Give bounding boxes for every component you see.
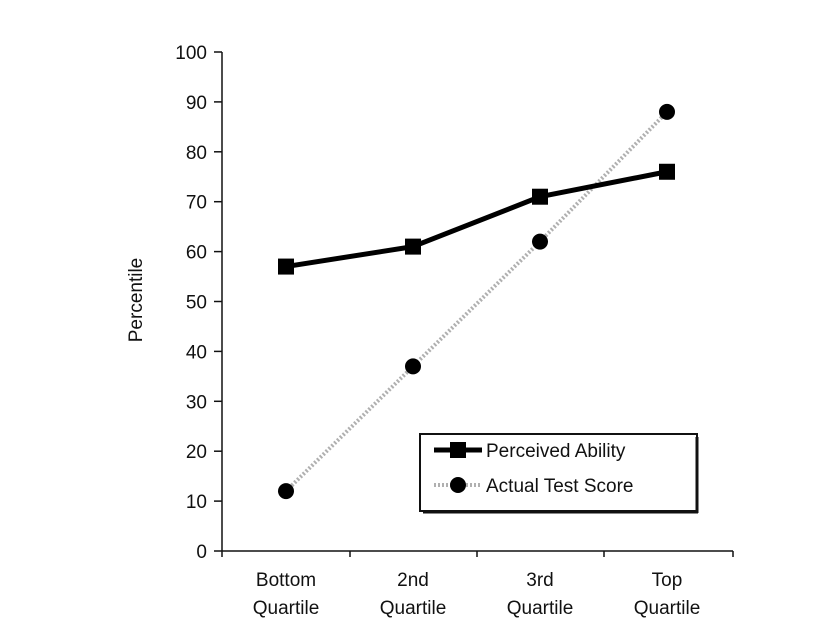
square-marker — [278, 258, 294, 275]
y-tick-label: 0 — [196, 542, 207, 563]
y-axis-label: Percentile — [126, 258, 147, 343]
circle-marker — [278, 483, 294, 500]
legend-square-marker — [450, 442, 466, 458]
x-category-label: 2nd Quartile — [380, 570, 447, 619]
y-axis: 0 10 20 30 40 50 60 70 80 90 100 — [175, 43, 223, 563]
legend-box — [419, 433, 698, 512]
x-category-label: 3rd Quartile — [507, 570, 574, 619]
series-actual-test-score — [278, 103, 675, 500]
y-tick-label: 60 — [186, 243, 207, 264]
legend: Perceived Ability Actual Test Score — [419, 433, 699, 514]
series-line — [284, 110, 669, 493]
circle-marker — [405, 358, 421, 375]
series-perceived-ability — [278, 163, 675, 275]
square-marker — [659, 163, 675, 180]
circle-marker — [659, 103, 675, 120]
y-tick-label: 80 — [186, 143, 207, 164]
circle-marker — [532, 233, 548, 250]
y-tick-label: 90 — [186, 93, 207, 114]
x-category-label: Bottom Quartile — [253, 570, 320, 619]
y-tick-label: 100 — [175, 43, 207, 64]
legend-label-actual: Actual Test Score — [486, 476, 634, 497]
square-marker — [405, 238, 421, 255]
series-layer — [278, 103, 675, 500]
square-marker — [532, 188, 548, 205]
legend-circle-marker — [450, 477, 466, 493]
y-tick-label: 50 — [186, 293, 207, 314]
x-axis: Bottom Quartile 2nd Quartile 3rd Quartile Top Q… — [221, 550, 734, 619]
x-category-label: Top Quartile — [634, 570, 701, 619]
y-tick-label: 70 — [186, 193, 207, 214]
y-tick-label: 20 — [186, 442, 207, 463]
legend-label-perceived: Perceived Ability — [486, 441, 626, 462]
series-line — [285, 169, 668, 270]
y-tick-label: 10 — [186, 492, 207, 513]
y-tick-label: 30 — [186, 392, 207, 413]
y-tick-label: 40 — [186, 342, 207, 363]
